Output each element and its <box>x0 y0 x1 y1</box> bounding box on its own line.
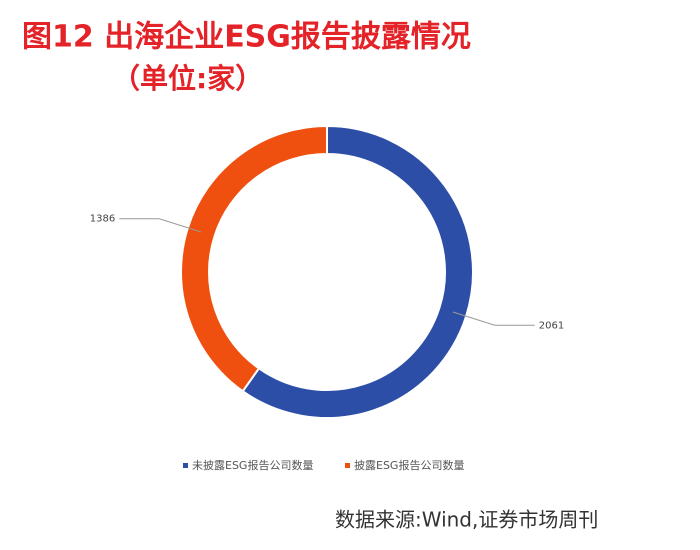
leader-line <box>119 218 202 233</box>
data-label: 2061 <box>539 320 564 331</box>
legend-label: 披露ESG报告公司数量 <box>354 458 464 472</box>
source: 数据来源:Wind,证券市场周刊 <box>335 508 598 532</box>
data-label: 1386 <box>90 214 115 225</box>
chart-title: 图12 出海企业ESG报告披露情况 <box>22 20 471 55</box>
chart-subtitle: （单位:家） <box>112 62 263 95</box>
donut-slice <box>241 124 474 419</box>
legend-label: 未披露ESG报告公司数量 <box>192 458 313 472</box>
leader-line <box>452 311 535 326</box>
legend-swatch <box>345 463 350 468</box>
donut-slice <box>180 124 328 393</box>
legend-swatch <box>183 463 188 468</box>
